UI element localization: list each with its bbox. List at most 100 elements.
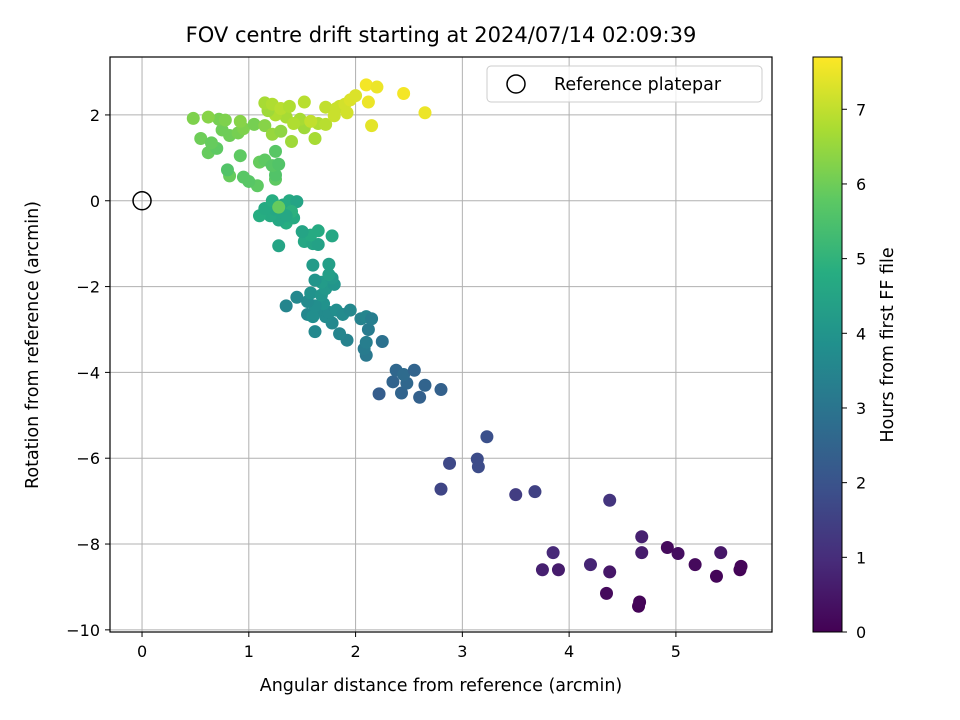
data-point — [285, 135, 299, 149]
data-point — [714, 546, 728, 560]
data-point — [343, 303, 357, 317]
x-tick-label: 4 — [564, 642, 574, 661]
legend-marker-icon — [506, 74, 526, 94]
data-point — [279, 209, 293, 223]
y-axis-label: Rotation from reference (arcmin) — [23, 201, 43, 489]
data-point — [201, 110, 215, 124]
chart-title: FOV centre drift starting at 2024/07/14 … — [186, 23, 697, 47]
data-point — [272, 200, 286, 214]
data-point — [734, 559, 748, 573]
data-point — [319, 100, 333, 114]
data-point — [349, 89, 363, 103]
colorbar-tick-label: 2 — [856, 474, 866, 493]
data-point — [233, 114, 247, 128]
y-axis-ticks: −10 −8 −6 −4 −2 0 2 — [66, 106, 110, 640]
data-point — [279, 299, 293, 313]
colorbar-tick-label: 5 — [856, 250, 866, 269]
data-point — [327, 109, 341, 123]
data-point — [290, 290, 304, 304]
data-point — [434, 383, 448, 397]
data-point — [290, 195, 304, 209]
x-tick-label: 3 — [457, 642, 467, 661]
reference-platepar-marker — [132, 191, 152, 211]
y-tick-label: −6 — [76, 449, 100, 468]
data-point — [215, 123, 229, 137]
data-point — [333, 327, 347, 341]
data-point — [274, 124, 288, 138]
data-point — [603, 565, 617, 579]
x-axis-label: Angular distance from reference (arcmin) — [260, 676, 623, 696]
data-point — [233, 149, 247, 163]
plot-frame — [109, 56, 773, 633]
colorbar-tick-label: 0 — [856, 623, 866, 642]
data-point — [397, 86, 411, 100]
data-point — [603, 493, 617, 507]
colorbar-tick-label: 7 — [856, 100, 866, 119]
legend-label: Reference platepar — [554, 75, 722, 95]
x-tick-label: 0 — [137, 642, 147, 661]
data-point — [311, 224, 325, 238]
data-point — [359, 78, 373, 92]
x-tick-label: 1 — [244, 642, 254, 661]
grid-lines — [110, 57, 772, 632]
data-point — [413, 390, 427, 404]
data-point — [509, 488, 523, 502]
data-point — [535, 563, 549, 577]
data-point — [386, 375, 400, 389]
data-point — [397, 368, 411, 382]
data-point — [319, 117, 333, 131]
data-point — [304, 286, 318, 300]
data-point — [635, 546, 649, 560]
colorbar-gradient — [812, 56, 843, 633]
x-tick-label: 5 — [671, 642, 681, 661]
data-point — [361, 95, 375, 109]
data-point — [407, 363, 421, 377]
data-point — [359, 335, 373, 349]
data-point — [306, 258, 320, 272]
colorbar-label: Hours from first FF file — [878, 247, 898, 442]
data-point — [365, 119, 379, 133]
data-point — [546, 546, 560, 560]
data-point — [308, 273, 322, 287]
y-tick-label: 0 — [90, 192, 100, 211]
data-point — [340, 106, 354, 120]
y-tick-label: −4 — [76, 363, 100, 382]
x-tick-label: 2 — [350, 642, 360, 661]
data-points — [186, 78, 748, 613]
data-point — [394, 386, 408, 400]
x-axis-ticks: 0 1 2 3 4 5 — [137, 632, 681, 661]
data-point — [635, 530, 649, 544]
y-tick-label: 2 — [90, 106, 100, 125]
colorbar-tick-label: 1 — [856, 548, 866, 567]
data-point — [186, 111, 200, 125]
colorbar: 0 1 2 3 4 5 6 7 Hours from first FF file — [812, 56, 898, 642]
data-point — [287, 117, 301, 131]
data-point — [418, 106, 432, 120]
data-point — [272, 239, 286, 253]
colorbar-ticks: 0 1 2 3 4 5 6 7 — [842, 100, 866, 642]
data-point — [322, 268, 336, 282]
data-point — [258, 119, 272, 133]
data-point — [269, 144, 282, 158]
legend-box — [486, 65, 763, 103]
data-point — [325, 229, 339, 243]
data-point — [370, 80, 384, 94]
data-point — [204, 136, 218, 150]
data-point — [361, 322, 375, 336]
data-point — [220, 163, 234, 177]
data-point — [194, 132, 208, 146]
data-point — [311, 238, 325, 252]
data-point — [660, 540, 674, 554]
data-point — [470, 452, 484, 466]
data-point — [600, 586, 613, 600]
data-point — [365, 312, 379, 326]
data-point — [528, 485, 542, 499]
data-point — [306, 310, 320, 324]
y-tick-label: −10 — [66, 621, 100, 640]
data-point — [218, 113, 232, 127]
data-point — [372, 387, 386, 401]
data-point — [322, 257, 336, 271]
data-point — [308, 325, 322, 339]
data-point — [480, 430, 494, 444]
